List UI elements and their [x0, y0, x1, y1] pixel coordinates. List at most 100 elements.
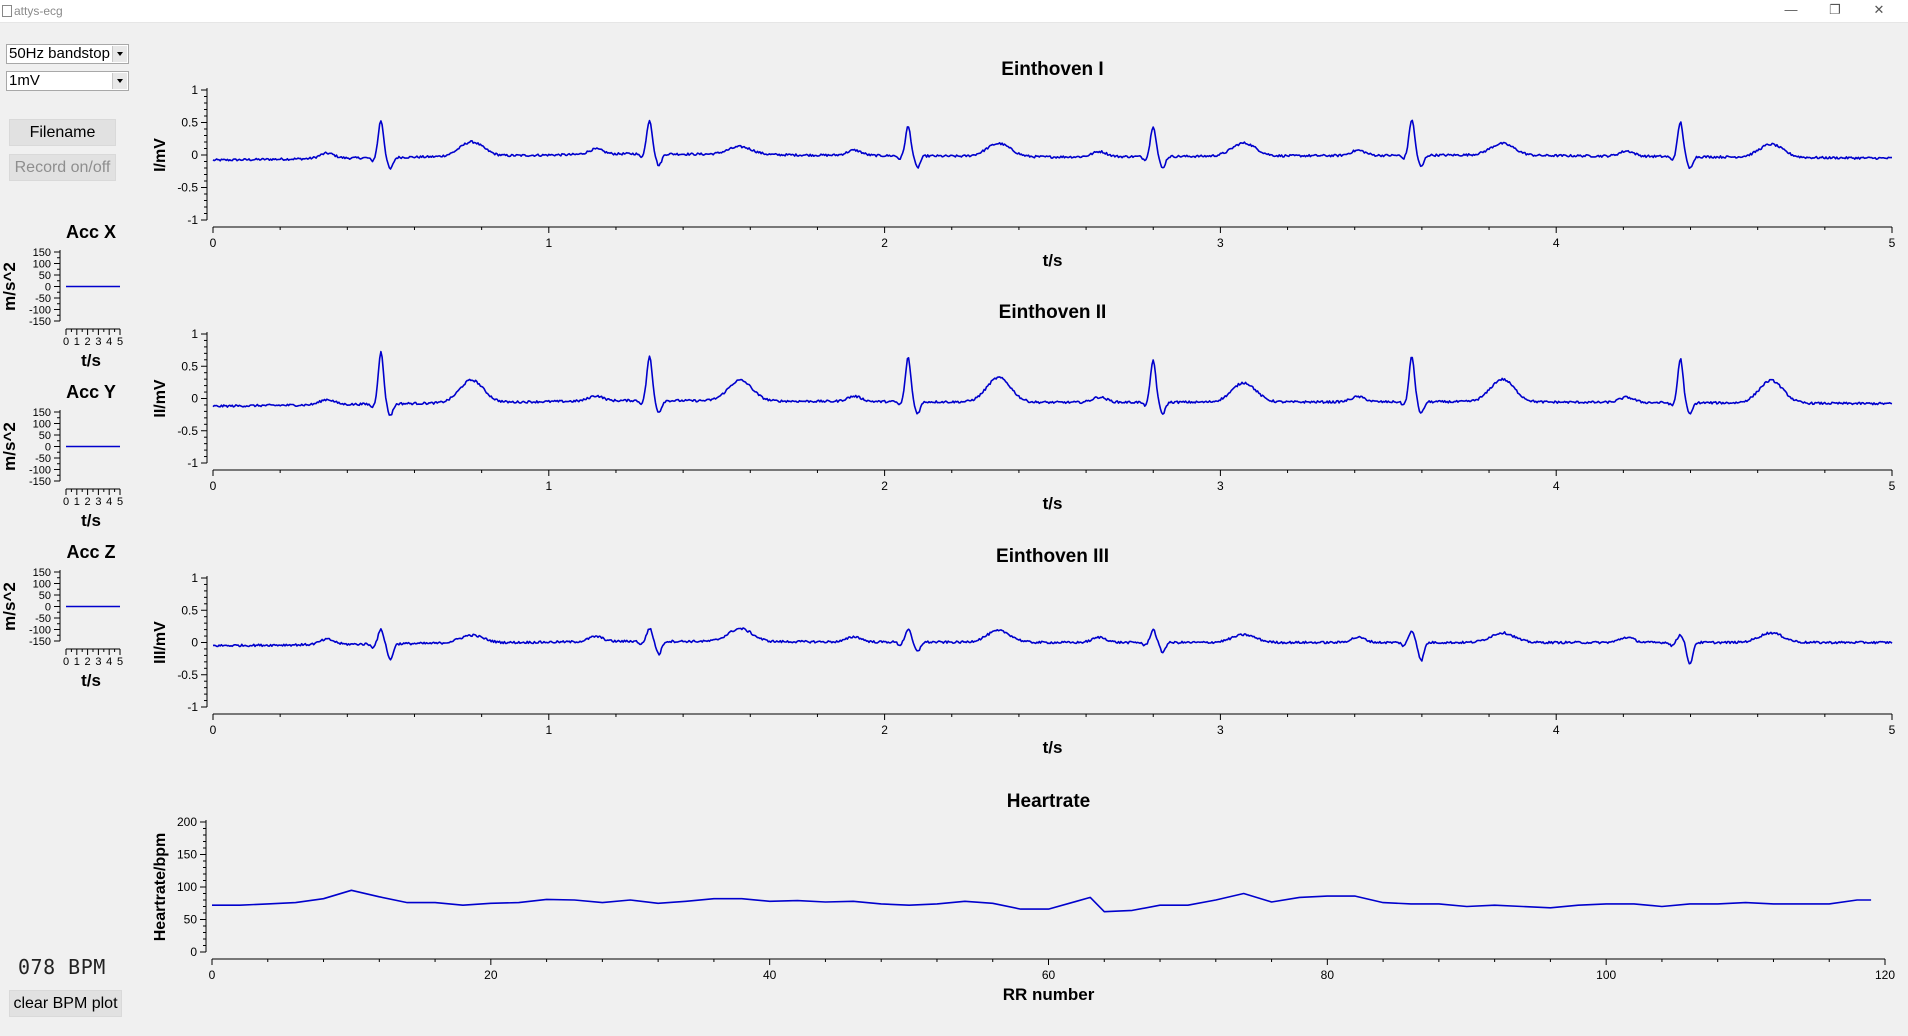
einthoven_3-trace [212, 627, 1893, 665]
acc_z-y-tick-label: -150 [29, 636, 51, 648]
einthoven_3-x-tick-label: 1 [545, 723, 552, 737]
restore-button[interactable]: ❐ [1829, 2, 1841, 17]
einthoven_1-x-tick-label: 2 [881, 236, 888, 250]
acc_y-y-tick-label: -50 [35, 453, 51, 465]
heartrate-title: Heartrate [1007, 791, 1090, 812]
einthoven_2-chart: Einthoven II 1 0.5 0 -0.5 -1 0 1 2 3 4 5 t/s II/mV [152, 302, 1896, 513]
einthoven_2-y-tick-label: 0.5 [181, 359, 198, 373]
heartrate-x-tick-label: 60 [1042, 968, 1056, 982]
einthoven_2-y-tick-label: 0 [191, 392, 198, 406]
acc_z-y-tick-label: 0 [45, 602, 51, 614]
acc_x-x-label: t/s [81, 351, 101, 370]
einthoven_2-y-tick-label: 1 [191, 327, 198, 341]
acc_x-x-tick-label: 2 [85, 336, 91, 348]
heartrate-x-tick-label: 0 [209, 968, 216, 982]
einthoven_1-x-tick-label: 5 [1889, 236, 1896, 250]
acc_x-y-tick-label: 150 [33, 247, 51, 259]
einthoven_3-y-tick-label: 0 [191, 636, 198, 650]
einthoven_2-x-tick-label: 5 [1889, 479, 1896, 493]
einthoven_3-y-tick-label: 1 [191, 571, 198, 585]
einthoven_1-y-tick-label: 0 [191, 148, 198, 162]
minimize-button[interactable]: — [1784, 2, 1798, 17]
clear-bpm-plot-button[interactable]: clear BPM plot [9, 990, 122, 1017]
heartrate-x-tick-label: 120 [1875, 968, 1895, 982]
chevron-down-icon[interactable] [112, 73, 127, 89]
filename-button[interactable]: Filename [9, 119, 116, 146]
acc_z-x-tick-label: 5 [117, 656, 123, 668]
acc_z-y-tick-label: 150 [33, 567, 51, 579]
app-icon [2, 5, 12, 17]
einthoven_1-y-tick-label: -0.5 [177, 181, 198, 195]
window-title: attys-ecg [14, 4, 63, 18]
acc_y-y-tick-label: 150 [33, 407, 51, 419]
einthoven_1-y-tick-label: 0.5 [181, 116, 198, 130]
einthoven_3-x-tick-label: 5 [1889, 723, 1896, 737]
filter-select[interactable]: 50Hz bandstop [6, 44, 129, 64]
acc_x-y-tick-label: 100 [33, 259, 51, 271]
einthoven_3-y-tick-label: -0.5 [177, 668, 198, 682]
scale-select-value: 1mV [9, 72, 40, 89]
acc_y-y-label: m/s^2 [0, 422, 19, 471]
einthoven_3-y-tick-label: 0.5 [181, 603, 198, 617]
einthoven_2-x-tick-label: 1 [545, 479, 552, 493]
acc_z-y-tick-label: 50 [39, 590, 51, 602]
scale-select[interactable]: 1mV [6, 71, 129, 91]
acc_x-title: Acc X [66, 222, 116, 242]
acc_x-x-tick-label: 5 [117, 336, 123, 348]
acc_z-y-tick-label: -50 [35, 613, 51, 625]
filter-select-value: 50Hz bandstop [9, 45, 110, 62]
einthoven_2-x-tick-label: 3 [1217, 479, 1224, 493]
heartrate-x-tick-label: 40 [763, 968, 777, 982]
close-button[interactable]: ✕ [1873, 2, 1885, 17]
einthoven_3-x-tick-label: 3 [1217, 723, 1224, 737]
heartrate-x-label: RR number [1003, 985, 1095, 1004]
heartrate-y-label: Heartrate/bpm [152, 833, 169, 941]
einthoven_1-x-label: t/s [1043, 251, 1063, 270]
acc_y-x-tick-label: 3 [95, 496, 101, 508]
einthoven_3-x-tick-label: 4 [1553, 723, 1560, 737]
acc_z-y-label: m/s^2 [0, 582, 19, 631]
heartrate-y-tick-label: 150 [177, 848, 197, 862]
acc_x-y-tick-label: 50 [39, 270, 51, 282]
einthoven_1-title: Einthoven I [1001, 59, 1103, 80]
acc_x-x-tick-label: 4 [106, 336, 112, 348]
heartrate-trace [212, 889, 1872, 913]
acc_y-title: Acc Y [66, 382, 116, 402]
acc_y-x-tick-label: 5 [117, 496, 123, 508]
acc_y-x-tick-label: 4 [106, 496, 112, 508]
acc_y-x-label: t/s [81, 511, 101, 530]
einthoven_2-trace [212, 350, 1893, 416]
einthoven_2-y-label: II/mV [152, 379, 169, 418]
acc_z-x-tick-label: 3 [95, 656, 101, 668]
acc_y-y-tick-label: 100 [33, 419, 51, 431]
einthoven_2-y-tick-label: -1 [187, 456, 198, 470]
acc_y-y-tick-label: -100 [29, 465, 51, 477]
title-bar: attys-ecg — ❐ ✕ [0, 0, 1908, 23]
einthoven_3-title: Einthoven III [996, 546, 1109, 567]
heartrate-y-tick-label: 100 [177, 880, 197, 894]
record-button[interactable]: Record on/off [9, 154, 116, 181]
heartrate-chart: Heartrate 200 150 100 50 00 20 40 60 80 100 120 RR n… [152, 791, 1895, 1004]
einthoven_2-x-label: t/s [1043, 494, 1063, 513]
acc_x-y-label: m/s^2 [0, 262, 19, 311]
acc_z-y-tick-label: -100 [29, 625, 51, 637]
acc_x-x-tick-label: 0 [63, 336, 69, 348]
einthoven_2-title: Einthoven II [999, 302, 1107, 323]
acc_x-y-tick-label: -150 [29, 316, 51, 328]
acc_y-x-tick-label: 2 [85, 496, 91, 508]
acc_x-x-tick-label: 3 [95, 336, 101, 348]
acc_z-y-tick-label: 100 [33, 579, 51, 591]
acc_y-x-tick-label: 1 [74, 496, 80, 508]
acc_z-title: Acc Z [66, 542, 115, 562]
einthoven_1-y-label: I/mV [152, 138, 169, 172]
einthoven_3-x-tick-label: 2 [881, 723, 888, 737]
einthoven_3-x-tick-label: 0 [210, 723, 217, 737]
einthoven_2-x-tick-label: 2 [881, 479, 888, 493]
einthoven_2-x-tick-label: 0 [210, 479, 217, 493]
einthoven_3-x-label: t/s [1043, 738, 1063, 757]
chevron-down-icon[interactable] [112, 46, 127, 62]
heartrate-x-tick-label: 20 [484, 968, 498, 982]
einthoven_1-x-tick-label: 3 [1217, 236, 1224, 250]
